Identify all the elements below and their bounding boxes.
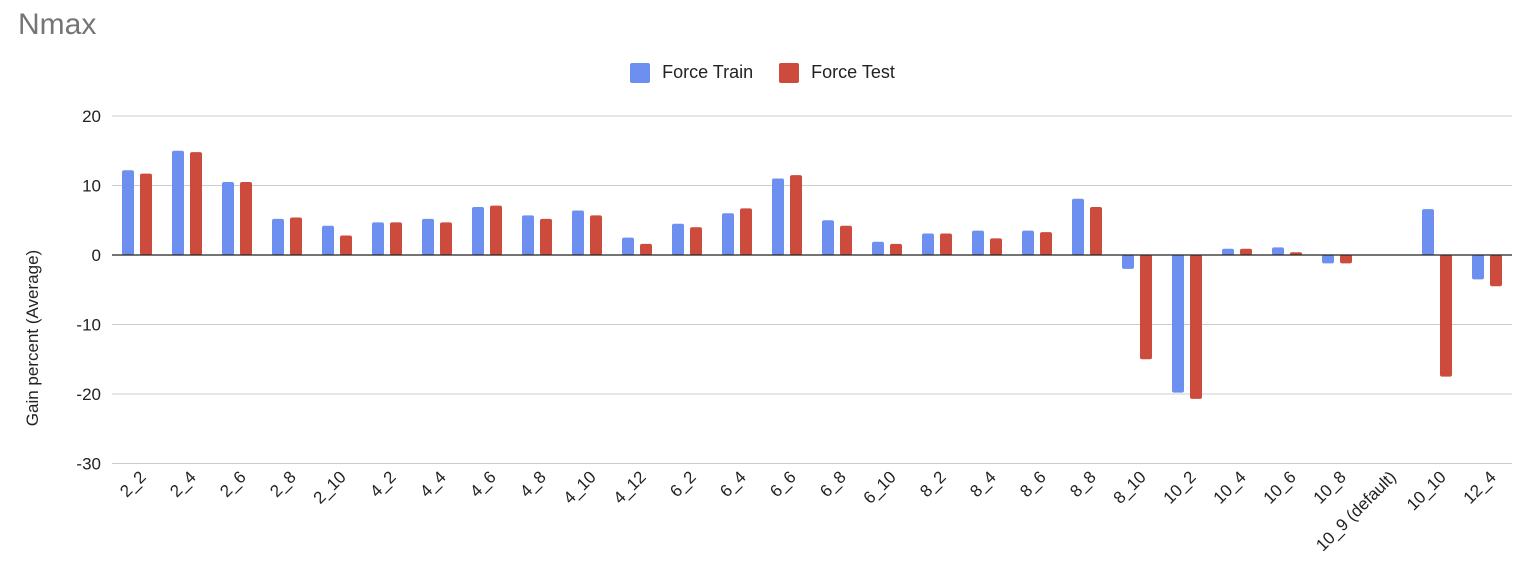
y-axis-title: Gain percent (Average) [23, 250, 42, 426]
bar-force-train [572, 210, 584, 255]
legend-item-force-train[interactable]: Force Train [630, 62, 753, 83]
bar-force-train [672, 223, 684, 255]
bar-force-test [290, 217, 302, 255]
legend-label-force-test: Force Test [811, 62, 895, 82]
x-tick-label: 4_8 [516, 467, 549, 500]
bar-force-train [972, 230, 984, 255]
x-tick-label: 8_8 [1066, 467, 1099, 500]
x-tick-label: 2_4 [166, 467, 199, 500]
bar-force-test [1090, 207, 1102, 255]
bar-force-train [772, 178, 784, 255]
x-tick-label: 10_2 [1160, 467, 1200, 507]
bar-force-test [690, 227, 702, 255]
legend-swatch-force-test [779, 62, 800, 83]
bar-force-test [840, 225, 852, 255]
bar-force-test [240, 182, 252, 255]
bar-force-train [1122, 255, 1134, 269]
x-tick-label: 6_10 [860, 467, 900, 507]
bar-force-train [1422, 209, 1434, 255]
x-tick-label: 8_2 [916, 467, 949, 500]
x-tick-label: 2_2 [116, 467, 149, 500]
x-tick-label: 4_2 [366, 467, 399, 500]
bar-force-test [990, 238, 1002, 255]
legend-label-force-train: Force Train [662, 62, 754, 82]
x-tick-label: 2_6 [216, 467, 249, 500]
bar-force-test [1040, 232, 1052, 255]
bar-force-test [340, 235, 352, 255]
bar-force-test [1240, 248, 1252, 255]
bar-force-test [1190, 255, 1202, 399]
bar-force-train [922, 233, 934, 255]
x-tick-label: 2_10 [310, 467, 350, 507]
bar-force-train [1222, 248, 1234, 255]
bar-force-train [522, 215, 534, 255]
x-tick-label: 4_12 [610, 467, 650, 507]
bar-force-train [822, 220, 834, 255]
bar-force-test [790, 175, 802, 255]
bar-force-train [422, 218, 434, 255]
bar-force-test [1440, 255, 1452, 377]
x-tick-label: 4_6 [466, 467, 499, 500]
bar-force-train [222, 182, 234, 255]
bar-force-test [1140, 255, 1152, 360]
bar-force-test [440, 222, 452, 255]
bar-force-train [122, 170, 134, 255]
bar-force-train [872, 241, 884, 255]
bar-force-train [372, 222, 384, 255]
bar-force-test [890, 243, 902, 255]
bar-force-train [1022, 230, 1034, 255]
x-tick-label: 8_10 [1110, 467, 1150, 507]
bar-force-train [722, 213, 734, 255]
bar-force-test [1340, 255, 1352, 264]
x-tick-label: 2_8 [266, 467, 299, 500]
bar-force-train [1172, 255, 1184, 393]
bar-force-train [1272, 247, 1284, 255]
bar-force-train [1072, 198, 1084, 255]
bar-force-train [1322, 255, 1334, 264]
x-tick-label: 8_6 [1016, 467, 1049, 500]
x-tick-label: 12_4 [1460, 467, 1500, 507]
x-tick-label: 10_6 [1260, 467, 1300, 507]
legend-item-force-test[interactable]: Force Test [779, 62, 895, 83]
bar-force-train [272, 218, 284, 255]
bar-force-train [322, 225, 334, 255]
y-tick-label: 10 [82, 177, 101, 196]
x-tick-label: 6_8 [816, 467, 849, 500]
bar-force-test [540, 218, 552, 255]
x-tick-label: 6_2 [666, 467, 699, 500]
y-tick-label: -30 [76, 455, 101, 474]
x-tick-label: 4_10 [560, 467, 600, 507]
bar-force-test [390, 222, 402, 255]
bar-force-train [622, 237, 634, 255]
legend-swatch-force-train [630, 62, 651, 83]
chart-title: Nmax [18, 8, 97, 41]
x-tick-label: 6_6 [766, 467, 799, 500]
x-tick-label: 10_10 [1403, 467, 1450, 514]
bar-force-test [940, 233, 952, 255]
bar-force-test [640, 243, 652, 255]
y-tick-label: -10 [76, 316, 101, 335]
bar-force-test [1290, 252, 1302, 255]
bar-force-test [590, 215, 602, 255]
bar-force-test [190, 152, 202, 255]
x-tick-label: 6_4 [716, 467, 749, 500]
bar-force-test [740, 208, 752, 255]
bar-force-test [490, 205, 502, 255]
bar-force-train [1472, 255, 1484, 280]
legend: Force Train Force Test [0, 62, 1525, 83]
bar-force-test [1490, 255, 1502, 287]
bar-force-train [172, 150, 184, 255]
y-tick-label: 0 [92, 246, 101, 265]
x-tick-label: 10_4 [1210, 467, 1250, 507]
bar-force-test [140, 173, 152, 255]
y-tick-label: -20 [76, 385, 101, 404]
x-tick-label: 10_8 [1310, 467, 1350, 507]
y-tick-label: 20 [82, 107, 101, 126]
x-tick-label: 8_4 [966, 467, 999, 500]
bar-force-train [472, 207, 484, 255]
x-tick-label: 4_4 [416, 467, 449, 500]
